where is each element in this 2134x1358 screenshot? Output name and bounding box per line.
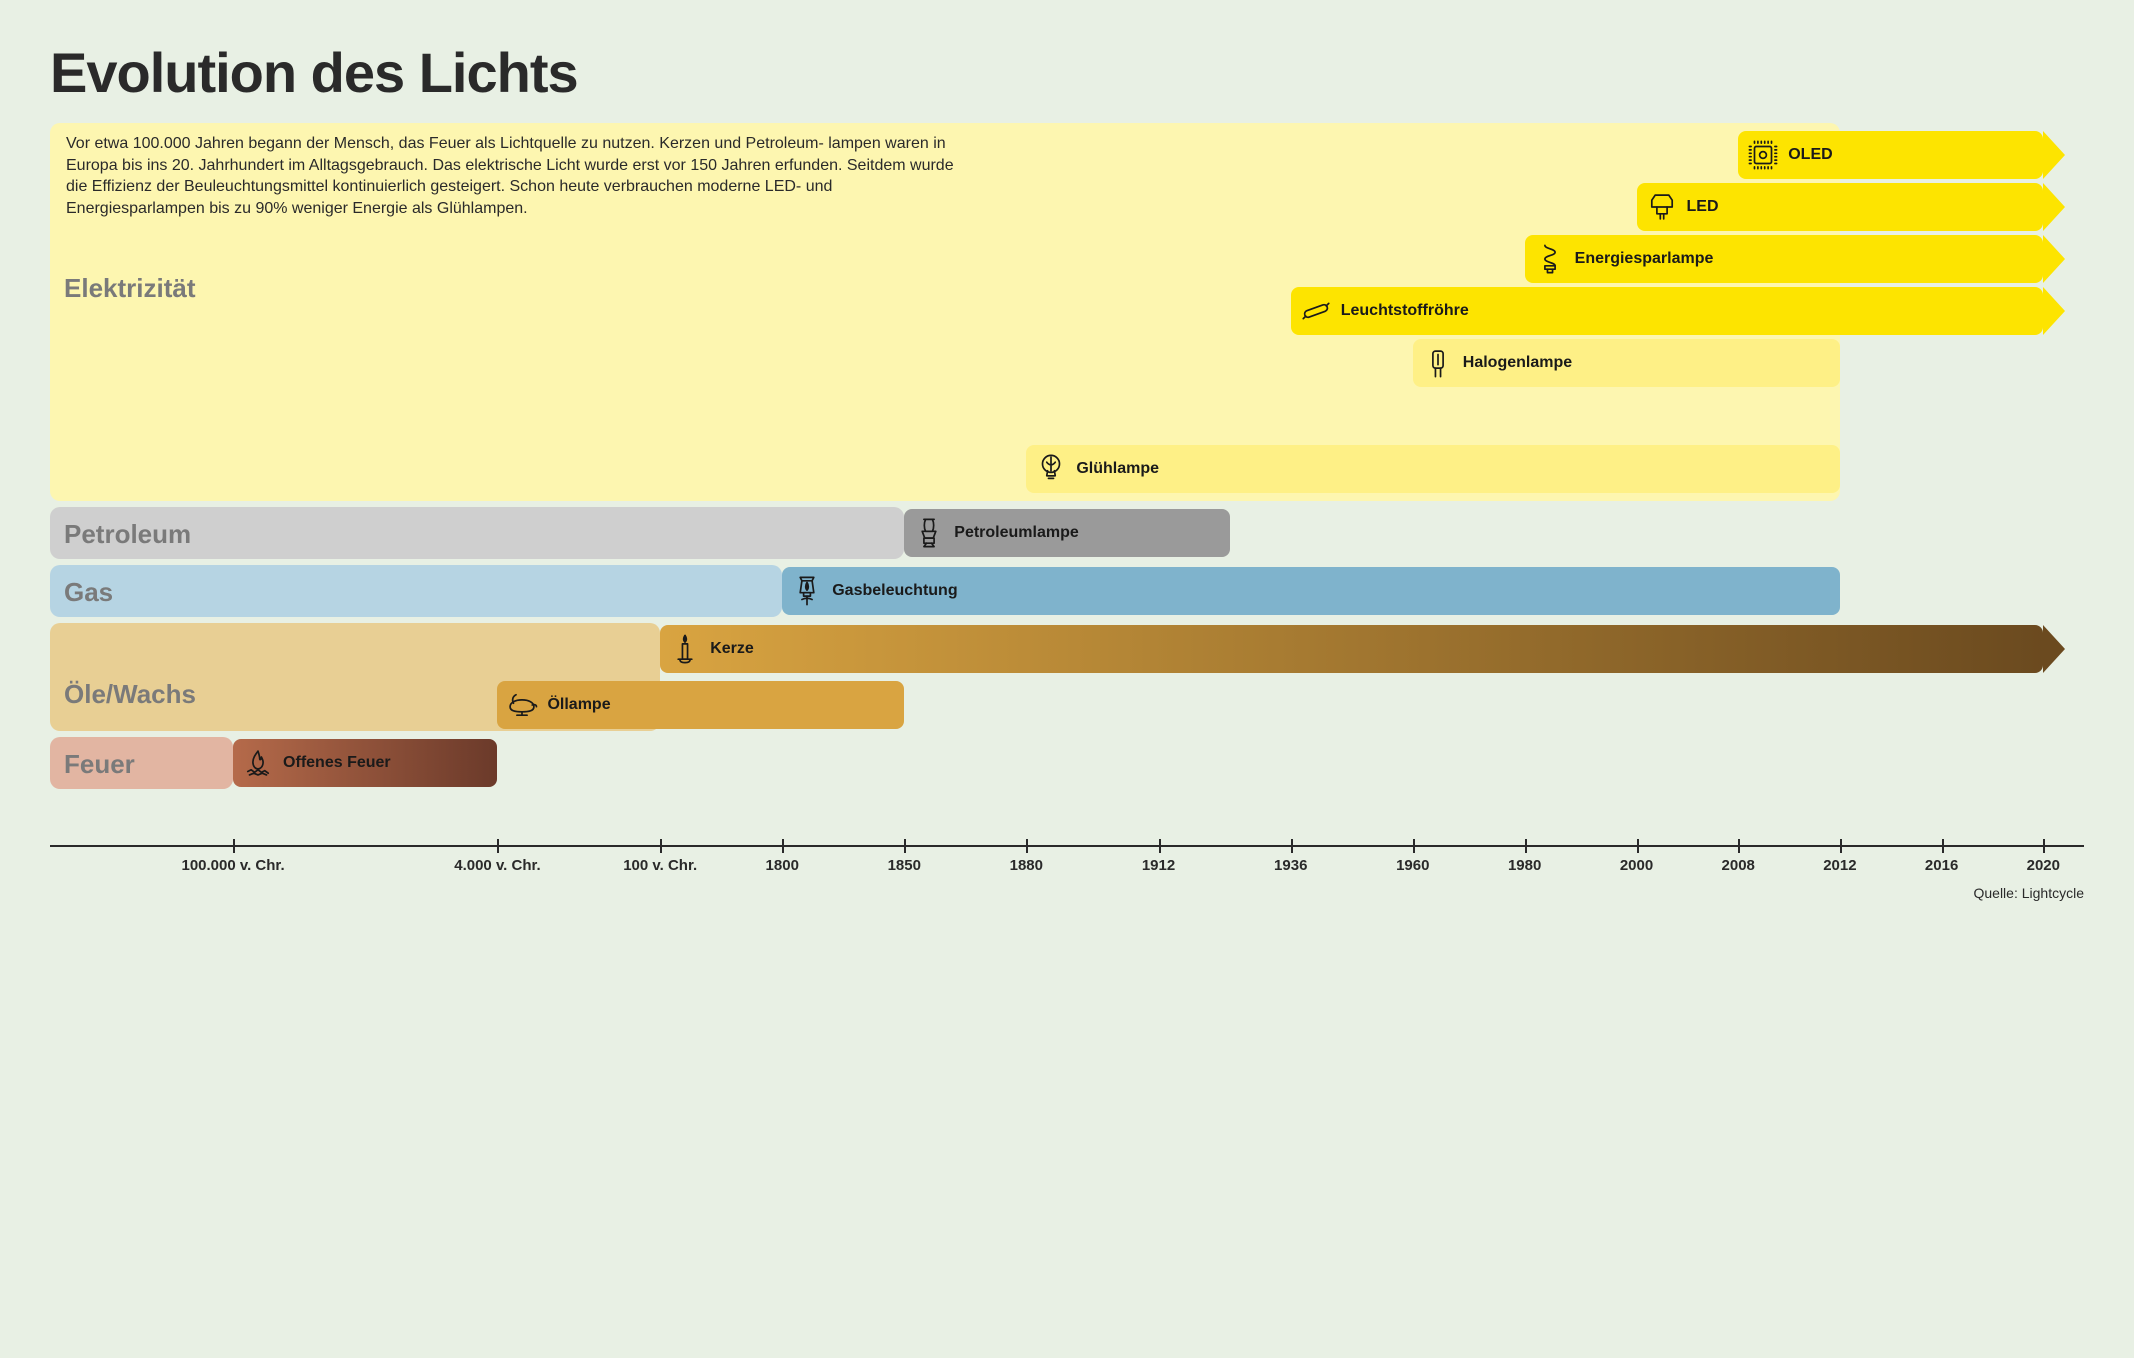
timeline-bar: Öllampe [497,681,904,729]
axis-tick-label: 1980 [1508,857,1541,874]
axis-tick-label: 100 v. Chr. [623,857,697,874]
time-axis: 100.000 v. Chr.4.000 v. Chr.100 v. Chr.1… [50,845,2084,847]
bar-label: Halogenlampe [1463,354,1572,372]
axis-tick-label: 1960 [1396,857,1429,874]
group-label: Petroleum [64,519,191,550]
timeline-bar: Energiesparlampe [1525,235,2044,283]
axis-tick [497,839,499,853]
halogen-icon [1421,346,1455,380]
timeline-bar: OLED [1738,131,2043,179]
axis-tick [1738,839,1740,853]
bar-label: Glühlampe [1076,460,1159,478]
axis-tick-label: 100.000 v. Chr. [181,857,284,874]
axis-tick [660,839,662,853]
bar-label: OLED [1788,146,1832,164]
bar-label: Leuchtstoffröhre [1341,302,1469,320]
timeline-bar: Gasbeleuchtung [782,567,1840,615]
cfl-icon [1533,242,1567,276]
axis-tick-label: 1800 [766,857,799,874]
group-feuer: Feuer [50,737,233,789]
group-label: Öle/Wachs [64,679,196,710]
axis-tick-label: 2000 [1620,857,1653,874]
timeline-chart: Vor etwa 100.000 Jahren begann der Mensc… [50,123,2084,883]
group-petroleum: Petroleum [50,507,904,559]
axis-tick-label: 4.000 v. Chr. [454,857,540,874]
intro-text: Vor etwa 100.000 Jahren begann der Mensc… [66,133,966,219]
axis-tick-label: 1936 [1274,857,1307,874]
axis-tick [2043,839,2045,853]
group-label: Elektrizität [64,273,196,304]
axis-tick [1525,839,1527,853]
petro-icon [912,516,946,550]
axis-tick [904,839,906,853]
source-label: Quelle: Lightcycle [1973,885,2084,901]
bar-label: Petroleumlampe [954,524,1078,542]
axis-tick-label: 2020 [2027,857,2060,874]
axis-tick [782,839,784,853]
axis-tick-label: 1912 [1142,857,1175,874]
axis-tick-label: 2008 [1722,857,1755,874]
oled-icon [1746,138,1780,172]
bar-label: Gasbeleuchtung [832,582,957,600]
oillamp-icon [505,688,539,722]
timeline-bar: Petroleumlampe [904,509,1229,557]
axis-tick-label: 2016 [1925,857,1958,874]
axis-tick-label: 2012 [1823,857,1856,874]
timeline-bar: Kerze [660,625,2043,673]
candle-icon [668,632,702,666]
page-title: Evolution des Lichts [50,40,2084,105]
axis-tick [1942,839,1944,853]
axis-tick [1159,839,1161,853]
bar-label: Kerze [710,640,754,658]
gaslamp-icon [790,574,824,608]
timeline-bar: Glühlampe [1026,445,1840,493]
axis-tick [1637,839,1639,853]
axis-tick [233,839,235,853]
axis-tick [1413,839,1415,853]
group-gas: Gas [50,565,782,617]
axis-tick [1840,839,1842,853]
bar-label: Offenes Feuer [283,754,391,772]
axis-tick-label: 1880 [1010,857,1043,874]
bar-label: LED [1687,198,1719,216]
group-label: Feuer [64,749,135,780]
axis-tick [1026,839,1028,853]
led-icon [1645,190,1679,224]
timeline-bar: Leuchtstoffröhre [1291,287,2044,335]
fire-icon [241,746,275,780]
bar-label: Öllampe [547,696,610,714]
timeline-bar: Offenes Feuer [233,739,497,787]
axis-tick-label: 1850 [888,857,921,874]
bulb-icon [1034,452,1068,486]
timeline-bar: Halogenlampe [1413,339,1840,387]
tube-icon [1299,294,1333,328]
timeline-bar: LED [1637,183,2044,231]
group-label: Gas [64,577,113,608]
axis-tick [1291,839,1293,853]
bar-label: Energiesparlampe [1575,250,1714,268]
